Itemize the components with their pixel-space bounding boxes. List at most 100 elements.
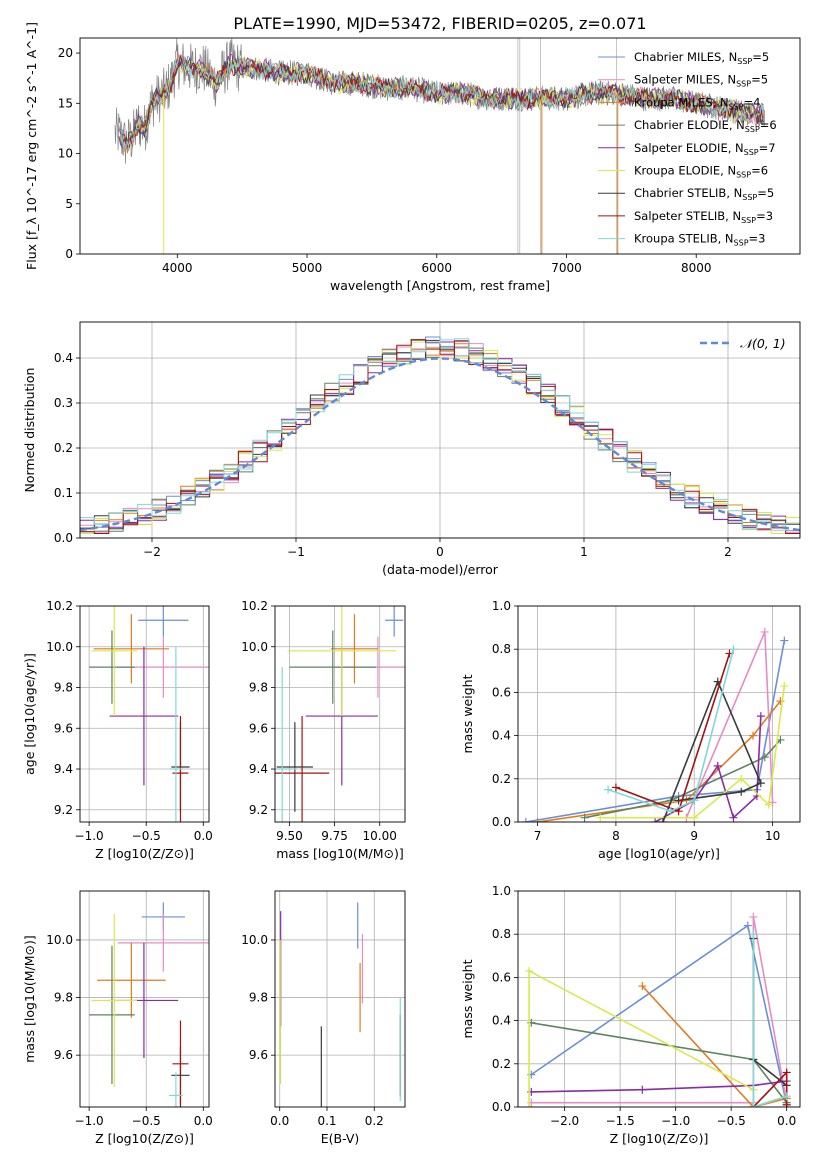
- residual-histogram: [80, 339, 800, 534]
- residual-histogram: [80, 339, 800, 530]
- y-tick-label: 10.2: [46, 599, 73, 613]
- legend-count: =4: [744, 95, 761, 109]
- x-tick-label: 0.0: [270, 1114, 289, 1128]
- mass_weight_vs_z-panel: −2.0 −1.5 −1.0 −0.5 0.0 0.0 0.2 0.4 0.6 0.8 1.0 Z […: [460, 884, 801, 1146]
- legend-label: Chabrier ELODIE, NSSP=6: [634, 118, 777, 134]
- y-tick-label: 0.8: [492, 642, 511, 656]
- mass_vs_ebv-panel: 0.0 0.1 0.2 9.6 9.8 10.0 E(B-V): [241, 890, 406, 1146]
- y-tick-label: 0.1: [54, 486, 73, 500]
- y-tick-label: 9.6: [249, 721, 268, 735]
- axes-frame: [274, 605, 406, 823]
- axes-frame: [274, 890, 406, 1108]
- mass-weight-marker: [638, 1085, 647, 1094]
- y-tick-label: 15: [58, 96, 73, 110]
- model-spectrum-line: [118, 52, 764, 149]
- mass-weight-line: [528, 969, 787, 1107]
- normal-reference-curve: [80, 357, 800, 532]
- x-tick-label: 8: [612, 829, 620, 843]
- residuals-panel: −2 −1 0 1 2 0.0 0.1 0.2 0.3 0.4 (data-model)/error…: [22, 321, 801, 577]
- mass-weight-marker: [782, 1100, 791, 1107]
- x-axis-label: (data-model)/error: [382, 562, 499, 577]
- mass-weight-marker: [760, 753, 769, 762]
- y-tick-label: 9.8: [54, 681, 73, 695]
- mass-weight-marker: [674, 807, 683, 816]
- legend-label: Salpeter ELODIE, NSSP=7: [634, 141, 776, 157]
- x-axis-label: E(B-V): [321, 1131, 360, 1146]
- residuals-plot-area: [80, 336, 800, 534]
- y-tick-label: 9.8: [249, 991, 268, 1005]
- y-tick-label: 0.3: [54, 396, 73, 410]
- x-tick-label: 7000: [551, 261, 582, 275]
- axes-frame: [79, 605, 210, 823]
- x-tick-label: 0.0: [194, 1114, 213, 1128]
- spectrum-legend: Chabrier MILES, NSSP=5 Salpeter MILES, NS…: [598, 50, 777, 248]
- x-tick-label: 5000: [292, 261, 323, 275]
- y-tick-label: 10.0: [241, 640, 268, 654]
- legend-label: Kroupa STELIB, NSSP=3: [634, 232, 765, 248]
- legend-subscript: SSP: [736, 80, 751, 89]
- mass-weight-line: [531, 916, 788, 1104]
- mass-weight-marker: [521, 818, 530, 822]
- legend-subscript: SSP: [741, 216, 756, 225]
- x-tick-label: −0.5: [132, 1114, 161, 1128]
- y-axis-label: mass [log10(M/M⊙)]: [22, 935, 37, 1063]
- x-tick-label: 9: [690, 829, 698, 843]
- legend-subscript: SSP: [742, 193, 757, 202]
- legend-subscript: SSP: [734, 239, 749, 248]
- y-tick-label: 0.4: [54, 351, 73, 365]
- mass-weight-marker: [604, 785, 613, 794]
- mass-weight-marker: [651, 818, 660, 822]
- mass-weight-marker: [690, 796, 699, 805]
- x-tick-label: −1.0: [75, 1114, 104, 1128]
- mass-weight-marker: [749, 1103, 758, 1107]
- axes-frame: [79, 321, 801, 539]
- legend-subscript: SSP: [736, 171, 751, 180]
- legend-subscript: SSP: [729, 102, 744, 111]
- x-tick-label: 0.2: [365, 1114, 384, 1128]
- x-tick-label: 0: [436, 545, 444, 559]
- y-tick-label: 9.2: [249, 803, 268, 817]
- x-tick-label: 4000: [162, 261, 193, 275]
- mass-weight-marker: [749, 930, 758, 939]
- legend-label: Salpeter STELIB, NSSP=3: [634, 209, 773, 225]
- legend-count: =6: [760, 118, 777, 132]
- spectrum-plot-area: [114, 38, 766, 254]
- legend-count: =5: [752, 50, 769, 64]
- mass_weight_vs_age-plot-area: [521, 627, 789, 822]
- y-tick-label: 0: [65, 247, 73, 261]
- legend-subscript: SSP: [737, 57, 752, 66]
- mass-weight-marker: [666, 807, 675, 816]
- y-tick-label: 9.4: [249, 762, 268, 776]
- mass_vs_z-plot-area: [89, 902, 209, 1107]
- x-tick-label: 2: [724, 545, 732, 559]
- legend-count: =5: [757, 186, 774, 200]
- mass-weight-marker: [611, 783, 620, 792]
- mass-weight-marker: [760, 627, 769, 636]
- legend-subscript: SSP: [745, 125, 760, 134]
- mass-weight-marker: [713, 761, 722, 770]
- axes-frame: [79, 37, 801, 255]
- y-tick-label: 1.0: [492, 884, 511, 898]
- y-axis-label: Normed distribution: [22, 368, 37, 493]
- y-tick-label: 10.0: [46, 640, 73, 654]
- y-tick-label: 9.8: [249, 681, 268, 695]
- mass-weight-line: [752, 934, 787, 1107]
- legend-label: Chabrier STELIB, NSSP=5: [634, 186, 774, 202]
- axes-frame: [517, 890, 801, 1108]
- y-tick-label: 0.4: [492, 729, 511, 743]
- mass-weight-marker: [737, 787, 746, 796]
- y-tick-label: 9.8: [54, 991, 73, 1005]
- x-axis-label: wavelength [Angstrom, rest frame]: [330, 278, 550, 293]
- legend-label: Salpeter MILES, NSSP=5: [634, 73, 768, 89]
- x-tick-label: −1.5: [606, 1114, 635, 1128]
- y-tick-label: 0.0: [54, 531, 73, 545]
- mass-weight-line: [531, 1080, 787, 1093]
- x-tick-label: 9.75: [321, 829, 348, 843]
- legend-subscript: SSP: [744, 148, 759, 157]
- model-spectrum-line: [119, 57, 764, 144]
- mass-weight-line: [530, 924, 788, 1105]
- age_vs_mass-panel: 9.50 9.75 10.00 9.2 9.4 9.6 9.8 10.0 10.2 mass [l…: [241, 599, 406, 861]
- x-tick-label: −0.5: [132, 829, 161, 843]
- y-tick-label: 10.0: [46, 933, 73, 947]
